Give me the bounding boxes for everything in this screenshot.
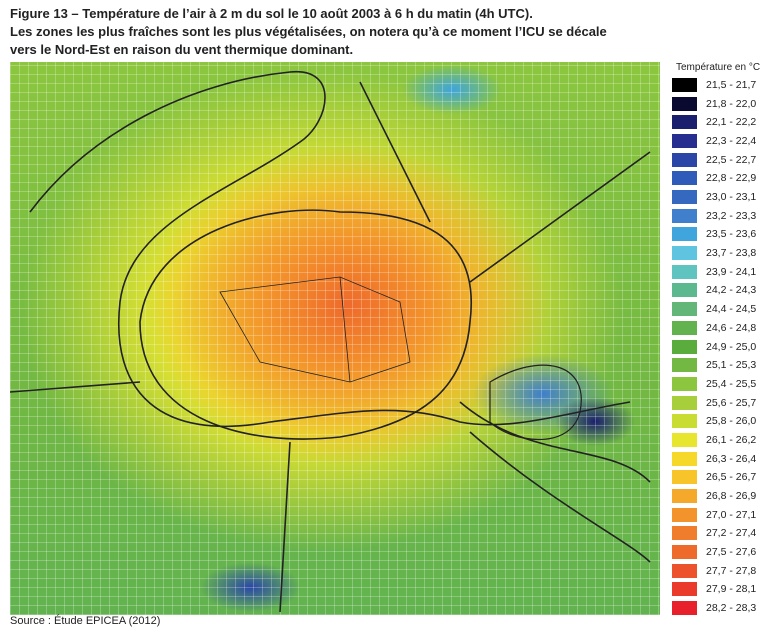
legend-swatch: [672, 152, 697, 167]
source: Source : Étude EPICEA (2012): [10, 615, 161, 627]
legend-swatch: [672, 395, 697, 410]
legend-swatch: [672, 246, 697, 261]
legend-swatch: [672, 320, 697, 335]
legend-swatch: [672, 451, 697, 466]
legend-label: 25,6 - 25,7: [706, 396, 757, 409]
legend-swatch: [672, 302, 697, 317]
legend-label: 26,8 - 26,9: [706, 489, 757, 502]
legend-label: 23,2 - 23,3: [706, 209, 757, 222]
legend-label: 27,0 - 27,1: [706, 508, 757, 521]
legend-label: 24,2 - 24,3: [706, 284, 757, 297]
legend-label: 25,1 - 25,3: [706, 359, 757, 372]
legend-swatch: [672, 414, 697, 429]
title-line: Figure 13 – Température de l’air à 2 m d…: [10, 6, 533, 21]
legend-swatch: [672, 526, 697, 541]
legend-label: 23,7 - 23,8: [706, 247, 757, 260]
legend-label: 26,5 - 26,7: [706, 471, 757, 484]
roads: [10, 71, 651, 613]
legend-swatch: [672, 488, 697, 503]
legend-label: 27,7 - 27,8: [706, 564, 757, 577]
legend-swatch: [672, 339, 697, 354]
legend-swatch: [672, 78, 697, 92]
legend-label: 24,6 - 24,8: [706, 321, 757, 334]
legend-label: 23,9 - 24,1: [706, 265, 757, 278]
legend-label: 22,3 - 22,4: [706, 135, 757, 148]
seine: [29, 71, 631, 428]
legend-label: 22,5 - 22,7: [706, 153, 757, 166]
legend-label: 23,5 - 23,6: [706, 228, 757, 241]
legend-swatch: [672, 283, 697, 298]
legend-swatch: [672, 432, 697, 447]
legend-swatch: [672, 601, 697, 615]
legend-label: 28,2 - 28,3: [706, 602, 757, 614]
legend-swatch: [672, 208, 697, 223]
ring-road: [139, 209, 472, 440]
temperature-map: [10, 62, 660, 615]
legend-label: 25,4 - 25,5: [706, 377, 757, 390]
legend-swatch: [672, 115, 697, 130]
legend-swatch: [672, 376, 697, 391]
legend-label: 26,3 - 26,4: [706, 452, 757, 465]
legend-label: 26,1 - 26,2: [706, 433, 757, 446]
legend-label: 22,1 - 22,2: [706, 116, 757, 129]
legend-swatch: [672, 134, 697, 149]
legend-swatch: [672, 544, 697, 559]
legend-label: 23,0 - 23,1: [706, 191, 757, 204]
legend-label: 21,5 - 21,7: [706, 79, 757, 91]
legend-swatch: [672, 190, 697, 205]
wood: [489, 364, 582, 441]
legend-label: 27,5 - 27,6: [706, 545, 757, 558]
legend-swatch: [672, 171, 697, 186]
title-line: vers le Nord-Est en raison du vent therm…: [10, 42, 354, 57]
legend-swatch: [672, 563, 697, 578]
legend-swatch: [672, 264, 697, 279]
road: [10, 81, 651, 613]
cell-grid: [10, 62, 660, 615]
legend-label: 22,8 - 22,9: [706, 172, 757, 185]
legend-swatch: [672, 470, 697, 485]
legend-swatch: [672, 582, 697, 597]
title-line: Les zones les plus fraîches sont les plu…: [10, 24, 607, 39]
legend-title: Température en °C: [676, 62, 761, 73]
legend-swatch: [672, 96, 697, 111]
legend-label: 21,8 - 22,0: [706, 97, 757, 110]
legend-label: 27,2 - 27,4: [706, 527, 757, 540]
legend-label: 25,8 - 26,0: [706, 415, 757, 428]
legend-swatch: [672, 507, 697, 522]
legend: Température en °C 21,5 - 21,7 21,8 - 22,0…: [668, 62, 768, 617]
arrondissements: [219, 276, 411, 383]
legend-label: 24,4 - 24,5: [706, 303, 757, 316]
legend-swatch: [672, 358, 697, 373]
legend-label: 24,9 - 25,0: [706, 340, 757, 353]
legend-label: 27,9 - 28,1: [706, 583, 757, 596]
legend-swatch: [672, 227, 697, 242]
